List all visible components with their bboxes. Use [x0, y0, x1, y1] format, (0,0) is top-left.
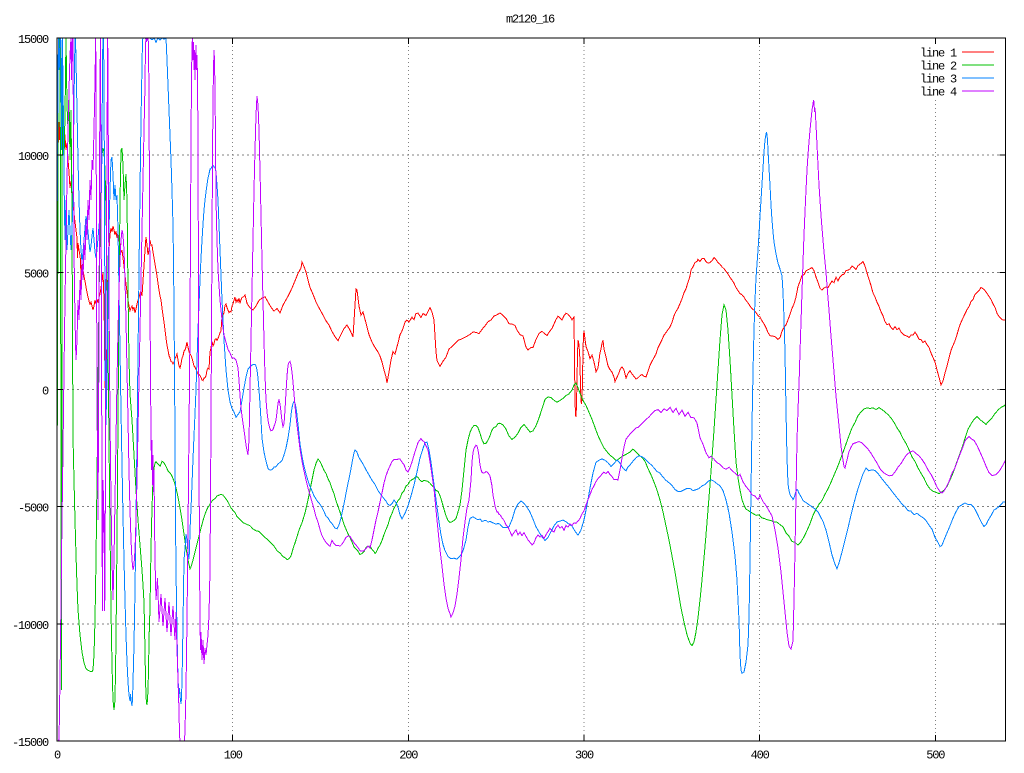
svg-text:15000: 15000 [18, 33, 49, 47]
svg-text:300: 300 [575, 749, 594, 763]
svg-text:100: 100 [224, 749, 243, 763]
svg-text:-5000: -5000 [18, 502, 49, 516]
svg-text:0: 0 [54, 749, 61, 763]
svg-text:m2120_16: m2120_16 [506, 12, 555, 26]
svg-text:line 1: line 1 [920, 47, 957, 61]
svg-text:400: 400 [751, 749, 770, 763]
svg-text:line 2: line 2 [920, 60, 957, 74]
svg-text:500: 500 [926, 749, 945, 763]
svg-text:line 4: line 4 [920, 86, 957, 100]
svg-text:5000: 5000 [24, 267, 49, 281]
svg-text:-15000: -15000 [12, 736, 49, 750]
svg-text:200: 200 [399, 749, 418, 763]
svg-text:10000: 10000 [18, 150, 49, 164]
svg-text:0: 0 [42, 385, 49, 399]
svg-text:line 3: line 3 [920, 73, 957, 87]
svg-text:-10000: -10000 [12, 619, 49, 633]
